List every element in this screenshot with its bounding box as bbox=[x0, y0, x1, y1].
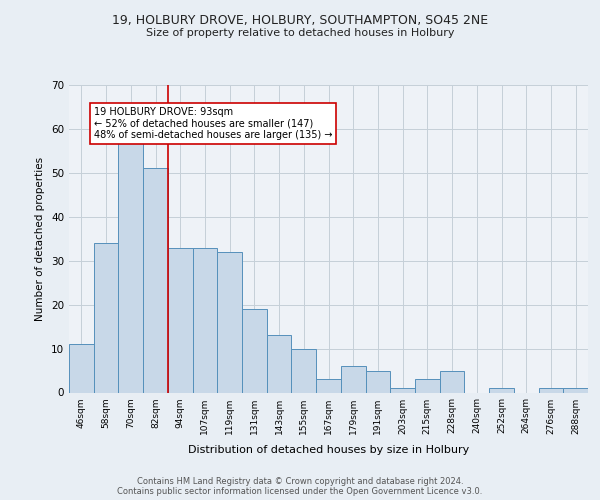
Bar bbox=[365, 370, 390, 392]
Bar bbox=[69, 344, 94, 393]
Bar bbox=[193, 248, 217, 392]
Text: 19 HOLBURY DROVE: 93sqm
← 52% of detached houses are smaller (147)
48% of semi-d: 19 HOLBURY DROVE: 93sqm ← 52% of detache… bbox=[94, 107, 332, 140]
Text: Size of property relative to detached houses in Holbury: Size of property relative to detached ho… bbox=[146, 28, 454, 38]
Bar bbox=[217, 252, 242, 392]
Bar bbox=[539, 388, 563, 392]
Bar bbox=[341, 366, 365, 392]
Bar bbox=[267, 336, 292, 392]
Y-axis label: Number of detached properties: Number of detached properties bbox=[35, 156, 46, 321]
Bar bbox=[563, 388, 588, 392]
Bar bbox=[118, 138, 143, 392]
Bar bbox=[292, 348, 316, 393]
Bar bbox=[242, 309, 267, 392]
Bar bbox=[489, 388, 514, 392]
Bar bbox=[415, 380, 440, 392]
Bar bbox=[168, 248, 193, 392]
Bar bbox=[440, 370, 464, 392]
Bar bbox=[94, 243, 118, 392]
Bar bbox=[390, 388, 415, 392]
Bar bbox=[316, 380, 341, 392]
Text: 19, HOLBURY DROVE, HOLBURY, SOUTHAMPTON, SO45 2NE: 19, HOLBURY DROVE, HOLBURY, SOUTHAMPTON,… bbox=[112, 14, 488, 27]
X-axis label: Distribution of detached houses by size in Holbury: Distribution of detached houses by size … bbox=[188, 445, 469, 455]
Bar bbox=[143, 168, 168, 392]
Text: Contains HM Land Registry data © Crown copyright and database right 2024.
Contai: Contains HM Land Registry data © Crown c… bbox=[118, 476, 482, 496]
